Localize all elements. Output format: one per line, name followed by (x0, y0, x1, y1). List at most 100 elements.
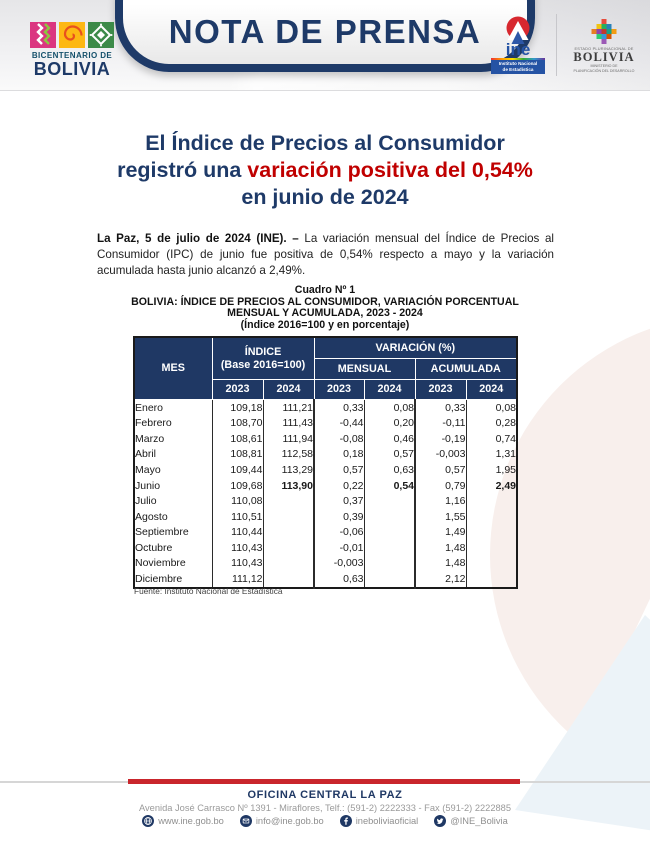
cell-value: 0,33 (414, 399, 466, 416)
cell-value: -0,003 (313, 555, 364, 572)
bolivia-state-line: ESTADO PLURINACIONAL DE (574, 45, 634, 51)
cell-value (262, 508, 314, 525)
banner-title: NOTA DE PRENSA (168, 13, 482, 50)
contact-twitter[interactable]: @INE_Bolivia (434, 815, 508, 827)
ministry-line1: MINISTERIO DE (590, 63, 618, 68)
cell-value: 113,90 (262, 477, 314, 494)
cell-value (465, 508, 518, 525)
cell-value: 111,12 (211, 571, 263, 588)
cell-value (465, 571, 518, 588)
header-year: 2024 (363, 379, 416, 400)
cell-value: 1,48 (414, 539, 466, 556)
header-year: 2024 (262, 379, 315, 400)
bicentenario-text-small: BICENTENARIO DE (31, 51, 113, 60)
cell-month: Septiembre (135, 526, 189, 539)
footer-contacts: www.ine.gob.bo info@ine.gob.bo inebolivi… (0, 815, 650, 827)
cell-value: 0,28 (465, 415, 518, 432)
cell-month: Abril (135, 448, 157, 461)
cell-value (363, 508, 415, 525)
table-row: Octubre 110,43 -0,01 1,48 (134, 539, 518, 556)
cell-month: Mayo (135, 463, 161, 476)
cell-value: 0,08 (465, 399, 518, 416)
cell-value: 0,57 (313, 462, 364, 478)
cell-value: 1,48 (414, 555, 466, 572)
table-row: Mayo 109,44 113,29 0,57 0,63 0,57 1,95 (134, 462, 518, 478)
caption-line-1: Cuadro Nº 1 (294, 284, 356, 296)
logo-divider (556, 14, 557, 76)
cell-value (262, 524, 314, 540)
cell-value: 0,39 (313, 508, 364, 525)
bolivia-state-logo: ESTADO PLURINACIONAL DE BOLIVIA MINISTER… (564, 17, 644, 73)
table-row: Diciembre 111,12 0,63 2,12 (134, 571, 518, 588)
header-acumulada: ACUMULADA (414, 358, 518, 380)
cell-value: 2,12 (414, 571, 466, 588)
bicentenario-spiral-icon (59, 22, 85, 48)
cell-value: 109,18 (211, 399, 263, 416)
contact-website[interactable]: www.ine.gob.bo (142, 815, 224, 827)
cell-value (363, 539, 415, 556)
press-banner: NOTA DE PRENSA (115, 0, 535, 72)
header-indice-line2: (Base 2016=100) (220, 358, 306, 371)
bicentenario-diamond-icon (88, 22, 114, 48)
table-row: Agosto 110,51 0,39 1,55 (134, 508, 518, 525)
cell-value (262, 571, 314, 588)
bolivia-wordmark: BOLIVIA (573, 49, 635, 64)
header-year: 2023 (313, 379, 365, 400)
cell-value: 108,70 (211, 415, 263, 432)
ine-subtitle-line2: de Estadística (502, 67, 534, 73)
title-line-3: en junio de 2024 (241, 185, 409, 209)
cell-value (262, 555, 314, 572)
cell-value: 109,68 (211, 477, 263, 494)
cell-value: 0,20 (363, 415, 415, 432)
cell-value: 0,22 (313, 477, 364, 494)
ine-rainbow-stripe (491, 58, 545, 61)
cell-value (363, 571, 415, 588)
contact-twitter-label: @INE_Bolivia (450, 816, 508, 826)
cell-value: 110,51 (211, 508, 263, 525)
facebook-icon (339, 815, 352, 827)
table-caption: Cuadro Nº 1 BOLIVIA: ÍNDICE DE PRECIOS A… (0, 284, 650, 331)
cell-value (363, 524, 415, 540)
cell-value: 110,43 (211, 555, 263, 572)
bicentenario-logo: BICENTENARIO DE BOLIVIA (24, 22, 120, 78)
cell-value (262, 493, 314, 509)
cell-value: 0,57 (414, 462, 466, 478)
table-row: Julio 110,08 0,37 1,16 (134, 493, 518, 509)
table-row: Noviembre 110,43 -0,003 1,48 (134, 555, 518, 572)
globe-icon (142, 815, 155, 827)
cell-value: -0,01 (313, 539, 364, 556)
cell-value (363, 555, 415, 572)
cell-value (262, 539, 314, 556)
cell-value: 0,54 (363, 477, 415, 494)
cell-month: Marzo (135, 432, 165, 445)
cell-value: 110,43 (211, 539, 263, 556)
caption-line-2: BOLIVIA: ÍNDICE DE PRECIOS AL CONSUMIDOR… (131, 295, 519, 308)
cell-value: 0,18 (313, 446, 364, 463)
contact-facebook[interactable]: ineboliviaoficial (339, 815, 419, 827)
contact-email[interactable]: info@ine.gob.bo (239, 815, 324, 827)
caption-line-4: (Índice 2016=100 y en porcentaje) (240, 318, 410, 331)
cell-value: -0,19 (414, 431, 466, 447)
cell-value: 108,81 (211, 446, 263, 463)
table-row: Febrero 108,70 111,43 -0,44 0,20 -0,11 0,28 (134, 415, 518, 432)
cell-value: 0,74 (465, 431, 518, 447)
ine-subtitle: Instituto Nacional de Estadística (491, 60, 545, 74)
cell-value: 0,33 (313, 399, 364, 416)
table-header: MES ÍNDICE (Base 2016=100) VARIACIÓN (%)… (133, 336, 518, 400)
header-mensual: MENSUAL (313, 358, 416, 380)
table-row: Abril 108,81 112,58 0,18 0,57 -0,003 1,31 (134, 446, 518, 463)
contact-facebook-label: ineboliviaoficial (355, 816, 419, 826)
table-body: Enero 109,18 111,21 0,33 0,08 0,33 0,08 Febrero… (134, 399, 518, 588)
cell-month: Febrero (135, 417, 172, 430)
ine-logo: ine Instituto Nacional de Estadística (487, 16, 549, 74)
ministry-line2: PLANIFICACIÓN DEL DESARROLLO (573, 68, 635, 73)
cell-value: 0,79 (414, 477, 466, 494)
cell-value: 0,46 (363, 431, 415, 447)
cell-month: Agosto (135, 510, 168, 523)
title-line-2: registró una variación positiva del 0,54… (0, 157, 650, 184)
cell-value: 111,43 (262, 415, 314, 432)
cell-value (465, 493, 518, 509)
cell-value: 110,44 (211, 524, 263, 540)
cell-value: -0,003 (414, 446, 466, 463)
